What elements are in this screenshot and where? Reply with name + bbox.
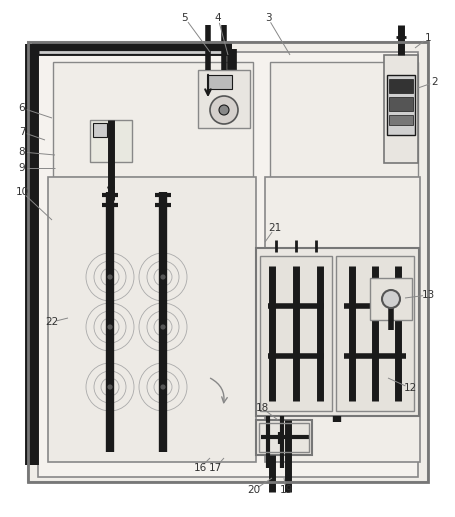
Bar: [259, 423, 309, 452]
Circle shape: [160, 384, 166, 390]
Circle shape: [107, 274, 113, 280]
Bar: [384, 55, 418, 163]
Circle shape: [219, 105, 229, 115]
Circle shape: [160, 274, 166, 280]
Text: 2: 2: [432, 77, 438, 87]
Text: 17: 17: [208, 463, 222, 473]
Text: 19: 19: [279, 485, 293, 495]
Bar: [38, 52, 418, 477]
Bar: [53, 62, 253, 177]
Bar: [270, 62, 418, 177]
Text: 21: 21: [268, 223, 282, 233]
Text: 7: 7: [19, 127, 25, 137]
Text: 6: 6: [19, 103, 25, 113]
Bar: [370, 278, 412, 320]
Bar: [336, 256, 414, 411]
Bar: [90, 120, 132, 162]
Text: 4: 4: [215, 13, 221, 23]
Text: 12: 12: [404, 383, 417, 393]
Text: 5: 5: [182, 13, 188, 23]
Text: 3: 3: [265, 13, 271, 23]
Circle shape: [107, 324, 113, 330]
Bar: [389, 97, 413, 111]
Text: 8: 8: [19, 147, 25, 157]
Bar: [28, 42, 428, 482]
Circle shape: [160, 324, 166, 330]
Circle shape: [382, 290, 400, 308]
Text: 22: 22: [46, 317, 59, 327]
Bar: [93, 123, 107, 137]
Text: 13: 13: [421, 290, 435, 300]
Bar: [387, 75, 415, 135]
Bar: [198, 70, 250, 128]
Bar: [208, 75, 232, 89]
Bar: [389, 115, 413, 125]
Text: 1: 1: [425, 33, 431, 43]
Text: 18: 18: [255, 403, 268, 413]
Circle shape: [107, 384, 113, 390]
Circle shape: [210, 96, 238, 124]
Bar: [256, 420, 312, 455]
Text: 10: 10: [15, 187, 29, 197]
Bar: [28, 42, 428, 482]
Bar: [389, 79, 413, 93]
Bar: [48, 177, 256, 462]
Bar: [260, 256, 332, 411]
Bar: [256, 248, 419, 416]
Bar: [265, 177, 420, 462]
Text: 16: 16: [193, 463, 207, 473]
Text: 9: 9: [19, 163, 25, 173]
Text: 20: 20: [248, 485, 261, 495]
